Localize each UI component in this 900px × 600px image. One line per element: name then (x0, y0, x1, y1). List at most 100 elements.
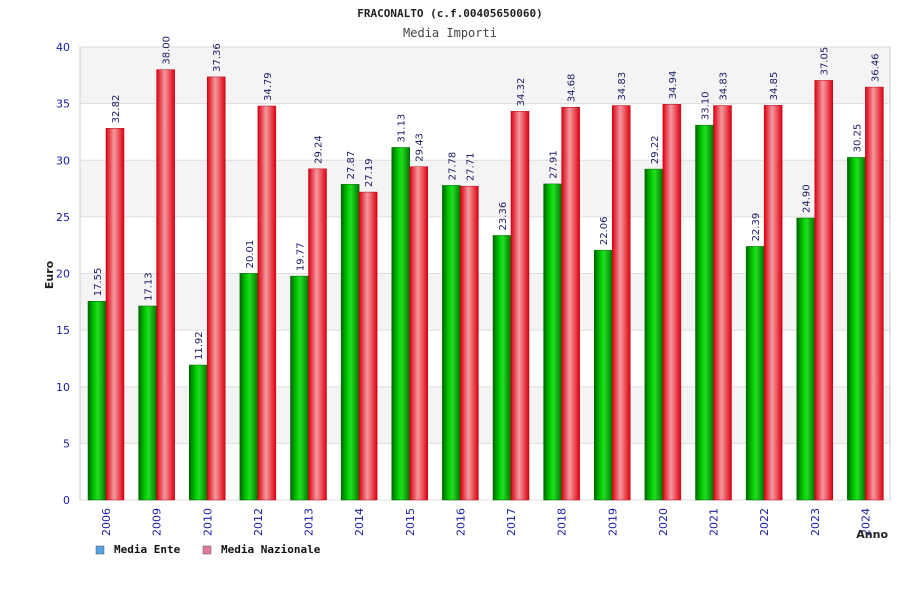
y-tick-label: 5 (63, 437, 70, 450)
bar-media-ente (391, 147, 410, 501)
data-label: 29.43 (415, 133, 426, 162)
chart-subtitle: Media Importi (403, 26, 497, 40)
x-tick-label: 2023 (809, 508, 822, 536)
y-tick-label: 25 (56, 211, 70, 224)
legend: Media Ente Media Nazionale (95, 543, 321, 556)
bar-media-ente (442, 185, 461, 501)
bar-media-nazionale (763, 105, 783, 501)
y-tick-label: 0 (63, 494, 70, 507)
data-label: 34.83 (617, 72, 628, 101)
bar-media-nazionale (409, 166, 428, 501)
x-tick-label: 2010 (201, 508, 214, 536)
data-label: 34.83 (719, 72, 730, 101)
bar-media-nazionale (358, 191, 378, 501)
data-label: 27.87 (346, 151, 357, 180)
bar-media-nazionale (865, 86, 884, 501)
data-label: 34.68 (567, 74, 578, 103)
data-label: 37.36 (212, 43, 223, 72)
bar-media-ente (644, 168, 664, 501)
legend-swatch (95, 545, 105, 555)
y-tick-label: 15 (56, 324, 70, 337)
data-label: 33.10 (701, 92, 712, 121)
data-label: 22.39 (751, 213, 762, 242)
bar-media-ente (239, 273, 259, 501)
data-label: 22.06 (599, 217, 610, 246)
y-tick-label: 35 (56, 98, 70, 111)
x-tick-label: 2014 (353, 508, 366, 536)
x-tick-label: 2020 (657, 508, 670, 536)
bar-media-ente (745, 246, 765, 501)
data-label: 34.94 (668, 71, 679, 100)
bar-media-ente (695, 124, 714, 501)
chart-title: FRACONALTO (c.f.00405650060) (357, 7, 542, 20)
x-axis-label: Anno (856, 528, 888, 541)
data-label: 17.13 (144, 272, 155, 301)
data-label: 23.36 (498, 202, 509, 231)
bar-media-ente (87, 300, 107, 501)
data-label: 29.22 (650, 135, 661, 164)
bar-media-nazionale (561, 106, 580, 501)
bar-media-nazionale (156, 69, 175, 501)
bar-media-nazionale (308, 168, 327, 501)
bar-media-nazionale (662, 104, 682, 501)
x-tick-label: 2021 (708, 508, 721, 536)
bar-media-nazionale (814, 80, 833, 501)
data-label: 31.13 (397, 114, 408, 143)
y-tick-label: 40 (56, 41, 70, 54)
data-label: 34.79 (263, 72, 274, 101)
bar-media-nazionale (207, 76, 226, 501)
data-label: 34.32 (516, 78, 527, 107)
bar-media-ente (594, 249, 613, 501)
data-label: 29.24 (314, 135, 325, 164)
data-label: 30.25 (852, 124, 863, 153)
bar-media-ente (290, 275, 309, 501)
bar-media-nazionale (510, 111, 530, 501)
legend-label: Media Nazionale (221, 543, 321, 556)
x-axis-ticks: 2006 2009 2010 2012 2013 2014 2015 2016 2017 2018… (100, 508, 872, 536)
x-tick-label: 2024 (859, 508, 872, 536)
data-label: 27.78 (447, 152, 458, 181)
x-tick-label: 2009 (151, 508, 164, 536)
bar-media-ente (543, 183, 562, 501)
data-label: 11.92 (194, 331, 205, 360)
data-label: 27.19 (364, 158, 375, 187)
x-tick-label: 2013 (303, 508, 316, 536)
bar-media-ente (847, 157, 866, 501)
x-tick-label: 2015 (404, 508, 417, 536)
x-tick-label: 2022 (758, 508, 771, 536)
legend-label: Media Ente (114, 543, 181, 556)
data-label: 24.90 (802, 184, 813, 213)
bar-media-ente (189, 364, 208, 501)
y-tick-label: 20 (56, 268, 70, 281)
bar-media-nazionale (460, 185, 479, 501)
data-label: 17.55 (93, 268, 104, 297)
y-axis-ticks: 0 5 10 15 20 25 30 35 40 (56, 41, 70, 507)
y-tick-label: 10 (56, 381, 70, 394)
bar-media-nazionale (257, 105, 277, 501)
x-tick-label: 2006 (100, 508, 113, 536)
legend-swatch (202, 545, 212, 555)
data-label: 37.05 (820, 47, 831, 76)
data-label: 27.71 (465, 153, 476, 182)
bar-media-ente (340, 184, 360, 501)
bar-media-nazionale (612, 105, 631, 501)
x-tick-label: 2019 (606, 508, 619, 536)
y-axis-label: Euro (43, 260, 56, 289)
data-label: 27.91 (549, 150, 560, 179)
data-label: 19.77 (296, 242, 307, 271)
bar-media-ente (138, 305, 157, 501)
bar-media-nazionale (105, 128, 125, 501)
data-label: 34.85 (769, 72, 780, 101)
x-tick-label: 2017 (505, 508, 518, 536)
x-tick-label: 2018 (556, 508, 569, 536)
data-label: 32.82 (111, 95, 122, 124)
data-label: 36.46 (870, 53, 881, 82)
data-label: 38.00 (162, 36, 173, 65)
x-tick-label: 2016 (454, 508, 467, 536)
data-label: 20.01 (245, 240, 256, 269)
x-tick-label: 2012 (252, 508, 265, 536)
data-labels: 17.55 32.82 17.13 38.00 11.92 37.36 20.01 34.79… (93, 36, 881, 360)
bars (87, 69, 884, 501)
bar-media-ente (492, 235, 512, 501)
